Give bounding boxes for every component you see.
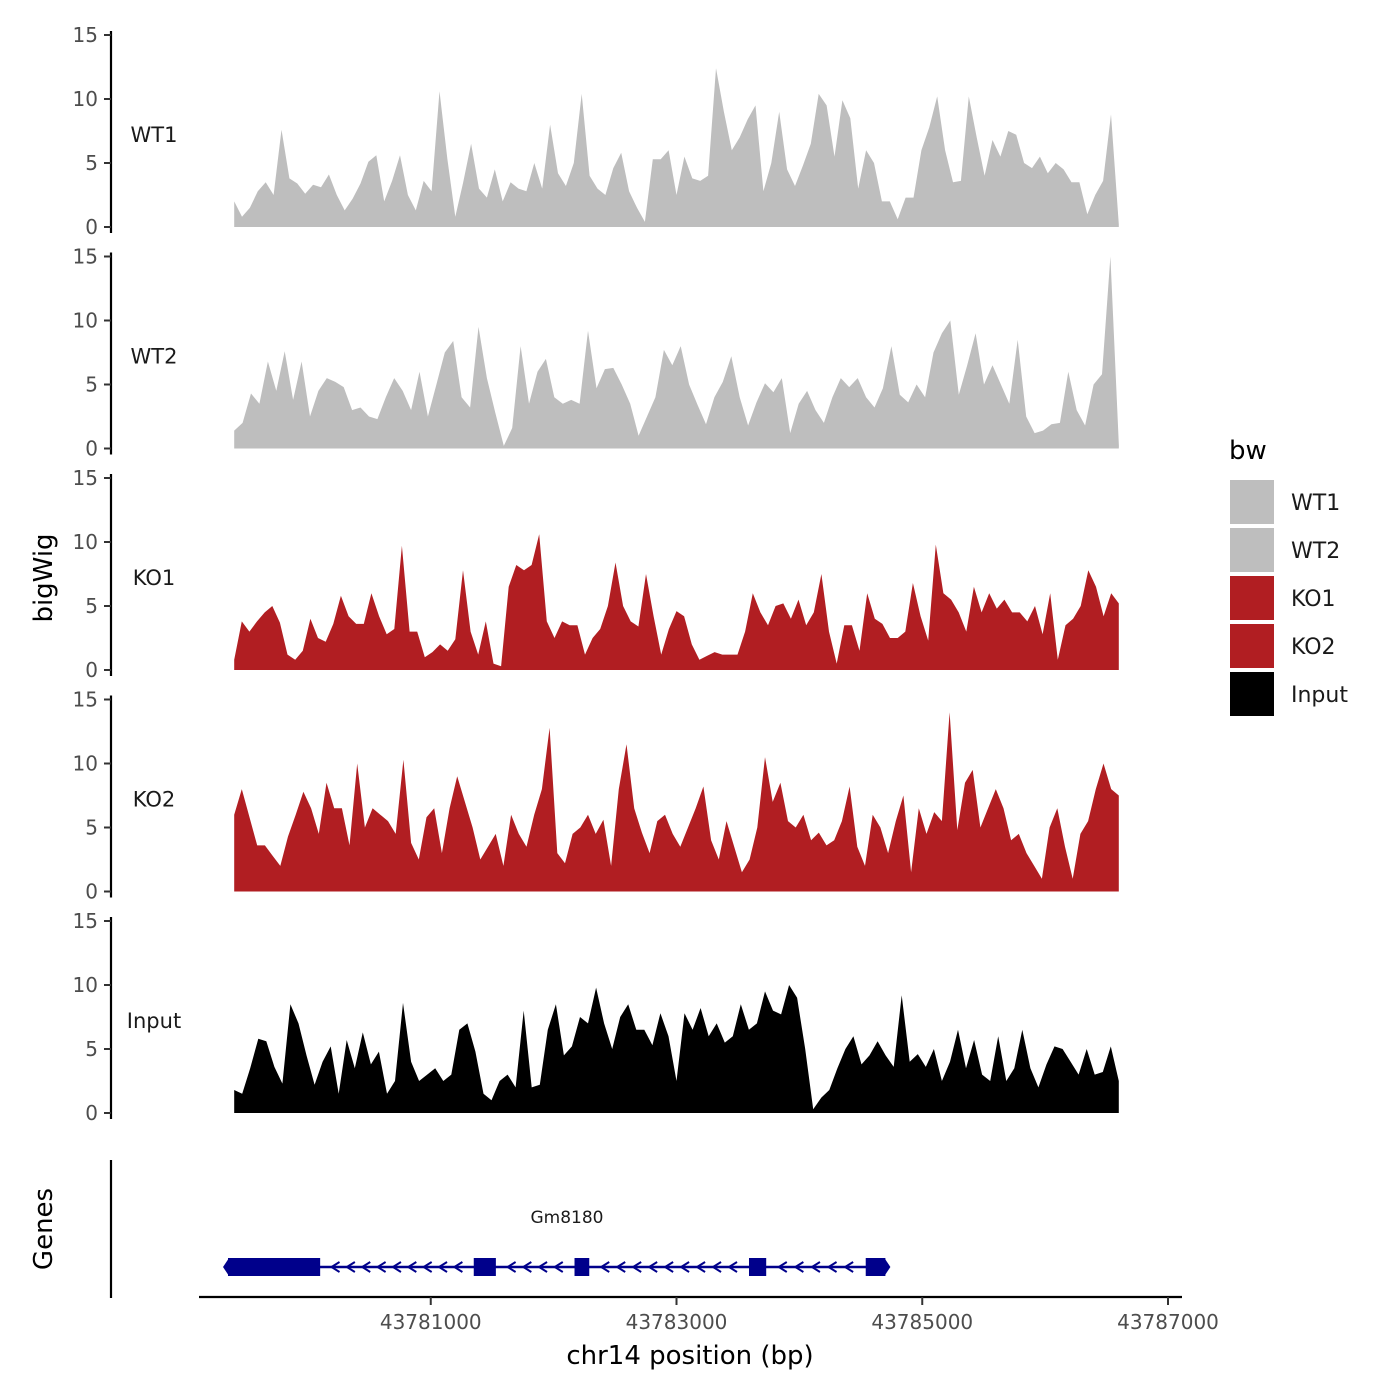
y-tick-label: 5 xyxy=(85,594,98,618)
legend-swatch xyxy=(1230,480,1274,524)
strand-chevron xyxy=(437,1261,448,1273)
strand-chevron xyxy=(599,1261,610,1273)
strand-chevron xyxy=(391,1261,402,1273)
track-label: Input xyxy=(127,1009,181,1033)
track-label: KO1 xyxy=(133,566,176,590)
strand-chevron xyxy=(826,1261,838,1273)
legend-swatch xyxy=(1230,528,1274,572)
legend-swatch xyxy=(1230,672,1274,716)
gene-name-label: Gm8180 xyxy=(531,1208,604,1228)
y-tick-label: 10 xyxy=(73,973,98,997)
gene-exon xyxy=(574,1258,590,1276)
strand-chevron xyxy=(776,1261,788,1273)
track-label: WT2 xyxy=(131,345,178,369)
y-tick-label: 0 xyxy=(85,437,98,461)
strand-chevron xyxy=(711,1261,722,1273)
y-tick-label: 10 xyxy=(73,309,98,333)
gene-exon xyxy=(748,1258,767,1276)
strand-chevron xyxy=(505,1261,517,1273)
legend-entry-wt1: WT1 xyxy=(1230,480,1340,524)
y-tick-label: 10 xyxy=(73,752,98,776)
strand-chevron xyxy=(695,1261,706,1273)
track-input: 0 5 10 15 Input xyxy=(73,909,1119,1125)
y-tick-label: 5 xyxy=(85,373,98,397)
y-tick-label: 5 xyxy=(85,816,98,840)
legend-label: WT1 xyxy=(1291,491,1340,516)
gene-exon xyxy=(228,1258,321,1276)
y-tick-label: 0 xyxy=(85,880,98,904)
legend-label: WT2 xyxy=(1291,539,1340,564)
y-axis-title: bigWig xyxy=(29,533,59,622)
x-tick-label: 43787000 xyxy=(1117,1310,1219,1334)
strand-chevron xyxy=(552,1261,564,1273)
genes-panel xyxy=(109,1160,891,1298)
legend-swatch xyxy=(1230,576,1274,620)
strand-chevron xyxy=(810,1261,821,1273)
gene-start-cap xyxy=(223,1258,230,1276)
track-wt1: 0 5 10 15 WT1 xyxy=(73,23,1119,239)
x-tick-label: 43781000 xyxy=(380,1310,482,1334)
x-tick-label: 43785000 xyxy=(871,1310,973,1334)
strand-chevron xyxy=(615,1261,626,1273)
track-label: KO2 xyxy=(133,788,176,812)
y-tick-label: 0 xyxy=(85,1101,98,1125)
legend-entry-input: Input xyxy=(1230,672,1348,716)
strand-chevron xyxy=(843,1261,854,1273)
strand-chevron xyxy=(360,1261,371,1273)
y-tick-label: 15 xyxy=(73,245,98,269)
legend-entry-ko2: KO2 xyxy=(1230,624,1336,668)
strand-chevron xyxy=(793,1261,804,1273)
genes-axis-title: Genes xyxy=(29,1188,59,1270)
x-axis-title: chr14 position (bp) xyxy=(566,1341,813,1371)
track-area-ko2 xyxy=(234,712,1119,892)
x-tick-label: 43783000 xyxy=(626,1310,728,1334)
strand-chevron xyxy=(375,1261,387,1273)
strand-chevron xyxy=(521,1261,532,1273)
strand-chevron xyxy=(631,1261,642,1273)
x-axis: 43781000 43783000 43785000 43787000 xyxy=(199,1295,1219,1334)
legend-label: KO1 xyxy=(1291,587,1336,612)
y-tick-label: 5 xyxy=(85,151,98,175)
legend-entry-wt2: WT2 xyxy=(1230,528,1340,572)
strand-chevron xyxy=(679,1261,690,1273)
legend-label: Input xyxy=(1291,683,1348,708)
track-ko1: 0 5 10 15 KO1 xyxy=(73,466,1119,682)
y-tick-label: 5 xyxy=(85,1037,98,1061)
track-area-ko1 xyxy=(234,534,1119,670)
y-tick-label: 15 xyxy=(73,909,98,933)
legend: WT1 WT2 KO1 KO2 Input xyxy=(1230,480,1348,716)
gene-end-cap xyxy=(884,1258,891,1276)
strand-chevron xyxy=(452,1261,463,1273)
y-tick-label: 15 xyxy=(73,466,98,490)
strand-chevron xyxy=(406,1261,417,1273)
y-tick-label: 0 xyxy=(85,215,98,239)
strand-chevron xyxy=(421,1261,433,1273)
strand-chevron xyxy=(727,1261,738,1273)
track-wt2: 0 5 10 15 WT2 xyxy=(73,245,1119,461)
track-ko2: 0 5 10 15 KO2 xyxy=(73,688,1119,904)
legend-entry-ko1: KO1 xyxy=(1230,576,1336,620)
strand-chevron xyxy=(344,1261,356,1273)
legend-label: KO2 xyxy=(1291,635,1336,660)
legend-swatch xyxy=(1230,624,1274,668)
strand-chevron xyxy=(663,1261,674,1273)
track-label: WT1 xyxy=(131,123,178,147)
strand-chevron xyxy=(537,1261,548,1273)
tracks-layer: 0 5 10 15 WT1 0 5 10 15 WT2 0 5 10 15 KO1 0 5 10 15 KO2 0 5 10… xyxy=(73,23,1119,1125)
track-area-input xyxy=(234,985,1119,1113)
y-tick-label: 10 xyxy=(73,530,98,554)
track-area-wt1 xyxy=(234,68,1119,227)
legend-title: bw xyxy=(1229,436,1267,466)
y-tick-label: 10 xyxy=(73,87,98,111)
gene-exon xyxy=(865,1258,886,1276)
strand-chevron xyxy=(329,1261,341,1273)
y-tick-label: 15 xyxy=(73,23,98,47)
y-tick-label: 15 xyxy=(73,688,98,712)
track-area-wt2 xyxy=(234,256,1119,449)
strand-chevron xyxy=(647,1261,658,1273)
y-tick-label: 0 xyxy=(85,658,98,682)
gene-exon xyxy=(473,1258,496,1276)
